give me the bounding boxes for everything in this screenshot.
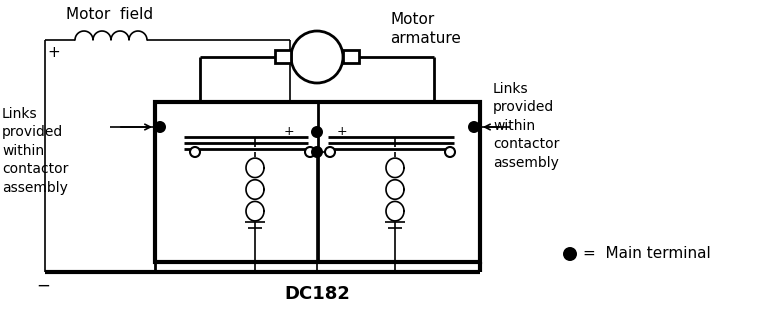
Text: +: + — [47, 45, 59, 60]
Text: −: − — [36, 277, 50, 295]
Bar — [343, 50, 359, 63]
Text: DC182: DC182 — [284, 285, 350, 303]
Text: Links
provided
within
contactor
assembly: Links provided within contactor assembly — [493, 82, 560, 170]
Circle shape — [563, 247, 577, 261]
Circle shape — [154, 121, 166, 133]
Circle shape — [325, 147, 335, 157]
Circle shape — [311, 126, 323, 138]
Circle shape — [291, 31, 343, 83]
Bar — [275, 50, 291, 63]
Text: Motor
armature: Motor armature — [390, 12, 461, 46]
Text: +: + — [284, 125, 295, 137]
Circle shape — [305, 147, 315, 157]
Circle shape — [311, 146, 323, 158]
Text: +: + — [337, 125, 347, 137]
Circle shape — [445, 147, 455, 157]
Text: =  Main terminal: = Main terminal — [583, 247, 711, 261]
Bar — [155, 102, 480, 262]
Text: Links
provided
within
contactor
assembly: Links provided within contactor assembly — [2, 107, 69, 194]
Circle shape — [468, 121, 480, 133]
Circle shape — [190, 147, 200, 157]
Text: Motor  field: Motor field — [66, 7, 153, 22]
